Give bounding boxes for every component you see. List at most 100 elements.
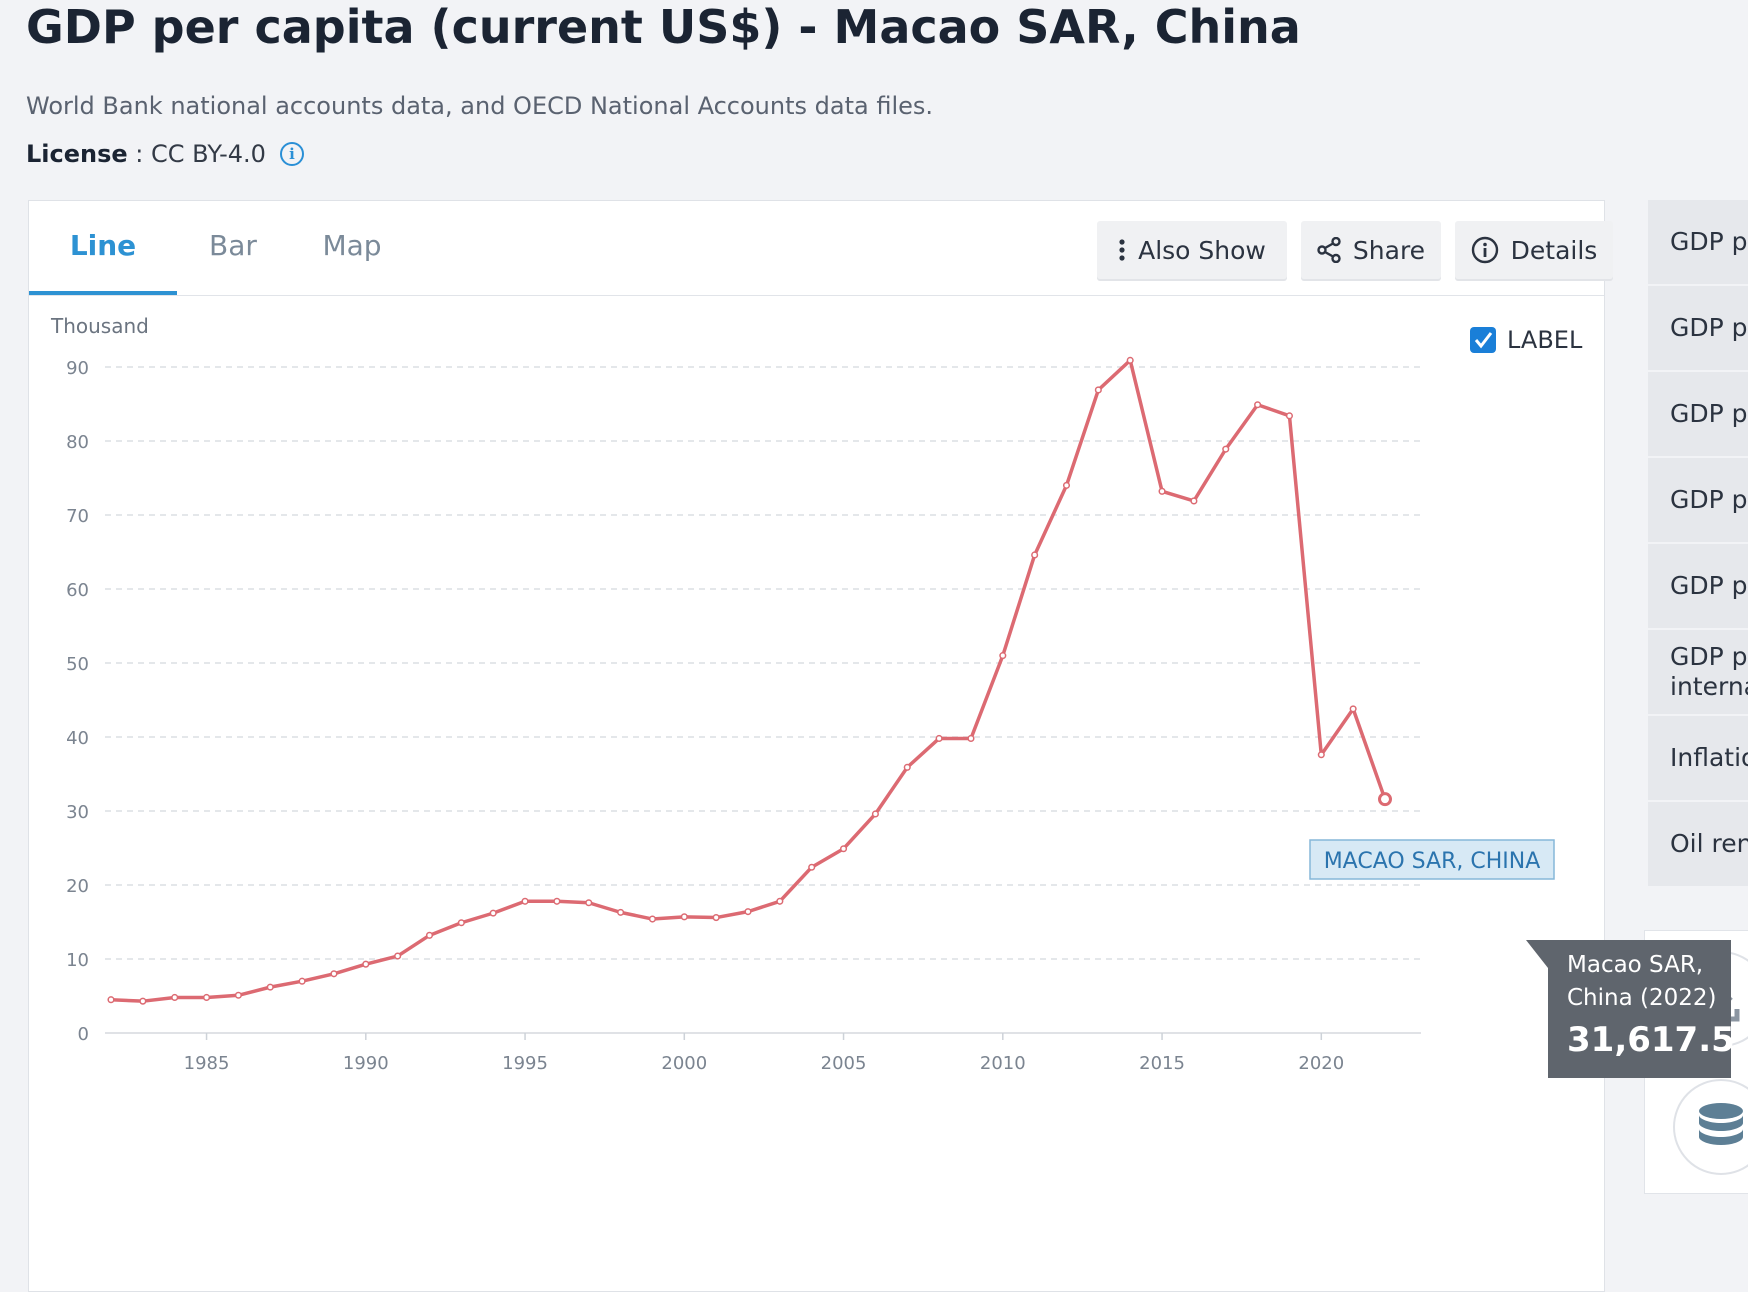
sidebar-item[interactable]: GDP pe	[1648, 458, 1748, 544]
series-tag-box	[1309, 839, 1555, 880]
sidebar-item[interactable]: GDP pe	[1648, 372, 1748, 458]
related-indicators-sidebar: GDP pe GDP pe GDP pe GDP pe GDP pe GDP p…	[1648, 200, 1748, 906]
data-point[interactable]	[903, 763, 911, 771]
share-label: Share	[1352, 235, 1426, 265]
x-tick-label: 2005	[821, 1053, 867, 1074]
data-point[interactable]	[840, 845, 848, 853]
data-point[interactable]	[139, 997, 147, 1005]
data-point[interactable]	[362, 960, 370, 968]
data-point[interactable]	[1062, 481, 1071, 489]
x-tick-label: 1995	[502, 1053, 548, 1074]
license-value: : CC BY-4.0	[127, 140, 266, 168]
data-point[interactable]	[489, 909, 497, 917]
data-point[interactable]	[1349, 705, 1357, 713]
share-icon	[1317, 237, 1341, 263]
source-text: World Bank national accounts data, and O…	[26, 92, 934, 120]
y-tick-label: 90	[66, 358, 89, 379]
x-tick-label: 1990	[343, 1053, 389, 1074]
y-tick-label: 20	[66, 876, 89, 897]
info-icon[interactable]: i	[279, 142, 304, 166]
data-point[interactable]	[871, 810, 879, 818]
sidebar-item[interactable]: Inflatio	[1648, 716, 1748, 802]
data-point[interactable]	[648, 915, 657, 923]
y-tick-label: 40	[66, 728, 89, 749]
chart-card: Line Bar Map Also Show Share Details Tho…	[28, 200, 1613, 1292]
tooltip-pointer	[1526, 940, 1548, 968]
data-point[interactable]	[298, 977, 306, 985]
tab-line[interactable]: Line	[29, 201, 177, 295]
x-tick-label: 1985	[184, 1053, 230, 1074]
data-point[interactable]	[999, 652, 1007, 660]
databank-button[interactable]	[1673, 1079, 1748, 1175]
y-tick-label: 50	[66, 654, 89, 675]
sidebar-item[interactable]: GDP pe	[1648, 200, 1748, 286]
sidebar-item[interactable]: GDP pe interna	[1648, 630, 1748, 716]
data-point[interactable]	[1378, 792, 1392, 807]
data-point[interactable]	[1254, 401, 1262, 409]
series-tag-text: MACAO SAR, CHINA	[1324, 849, 1541, 874]
data-point[interactable]	[234, 991, 242, 999]
y-tick-label: 80	[66, 432, 89, 453]
data-point[interactable]	[457, 919, 465, 927]
data-point[interactable]	[617, 908, 625, 916]
tab-map[interactable]: Map	[322, 229, 382, 262]
data-point[interactable]	[394, 952, 402, 960]
series-line[interactable]	[110, 358, 1387, 1003]
sidebar-item[interactable]: GDP pe	[1648, 286, 1748, 372]
data-point[interactable]	[1031, 551, 1039, 559]
data-point[interactable]	[1158, 487, 1166, 495]
series-tag: MACAO SAR, CHINA	[1309, 839, 1555, 880]
data-point[interactable]	[266, 983, 274, 991]
license-line: License : CC BY-4.0 i	[26, 140, 304, 168]
data-point[interactable]	[1222, 445, 1230, 453]
x-tick-label: 2020	[1298, 1053, 1344, 1074]
data-point[interactable]	[712, 914, 720, 922]
x-tick-label: 2000	[661, 1053, 707, 1074]
data-point[interactable]	[203, 993, 211, 1002]
x-tick-label: 2010	[980, 1053, 1026, 1074]
also-show-label: Also Show	[1138, 235, 1266, 265]
y-tick-label: 70	[66, 506, 89, 527]
y-tick-label: 10	[66, 950, 89, 971]
checkbox-icon[interactable]	[1470, 327, 1496, 353]
kebab-icon	[1118, 238, 1126, 262]
share-button[interactable]: Share	[1301, 221, 1441, 279]
data-point[interactable]	[107, 996, 115, 1004]
info-circle-icon	[1471, 236, 1499, 264]
line-chart: Thousand LABEL 0 10 20 30 40 50 60 70 80 90 1985 1…	[50, 314, 1583, 1074]
x-tick-label: 2015	[1139, 1053, 1185, 1074]
data-point[interactable]	[1094, 386, 1102, 394]
label-toggle[interactable]: LABEL	[1470, 326, 1583, 354]
data-point[interactable]	[330, 970, 338, 978]
chart-tabs: Line Bar Map Also Show Share Details	[29, 201, 1613, 296]
data-point[interactable]	[585, 899, 593, 907]
data-point[interactable]	[1317, 751, 1325, 759]
sidebar-item[interactable]: Oil ren	[1648, 802, 1748, 888]
details-button[interactable]: Details	[1455, 221, 1613, 279]
page-title: GDP per capita (current US$) - Macao SAR…	[26, 0, 1301, 54]
data-point[interactable]	[776, 897, 784, 905]
also-show-button[interactable]: Also Show	[1097, 221, 1287, 279]
tooltip-country: Macao SAR,	[1567, 952, 1704, 978]
data-point[interactable]	[553, 897, 561, 905]
data-point[interactable]	[967, 734, 975, 743]
data-point[interactable]	[521, 897, 529, 905]
y-tick-label: 0	[78, 1024, 89, 1045]
unit-label: Thousand	[50, 314, 149, 338]
data-point[interactable]	[808, 863, 816, 871]
y-tick-label: 60	[66, 580, 89, 601]
tab-bar[interactable]: Bar	[209, 229, 257, 262]
data-point[interactable]	[171, 993, 179, 1002]
data-point[interactable]	[1285, 412, 1293, 420]
checkmark-icon	[1474, 332, 1493, 349]
data-point[interactable]	[744, 908, 752, 916]
data-point[interactable]	[425, 931, 434, 939]
sidebar-item[interactable]: GDP pe	[1648, 544, 1748, 630]
data-point[interactable]	[1126, 356, 1134, 364]
data-point[interactable]	[935, 734, 943, 743]
tooltip-value: 31,617.5	[1567, 1020, 1735, 1060]
label-toggle-text: LABEL	[1507, 326, 1583, 354]
y-tick-label: 30	[66, 802, 89, 823]
data-point[interactable]	[680, 913, 688, 921]
data-point[interactable]	[1190, 497, 1198, 505]
